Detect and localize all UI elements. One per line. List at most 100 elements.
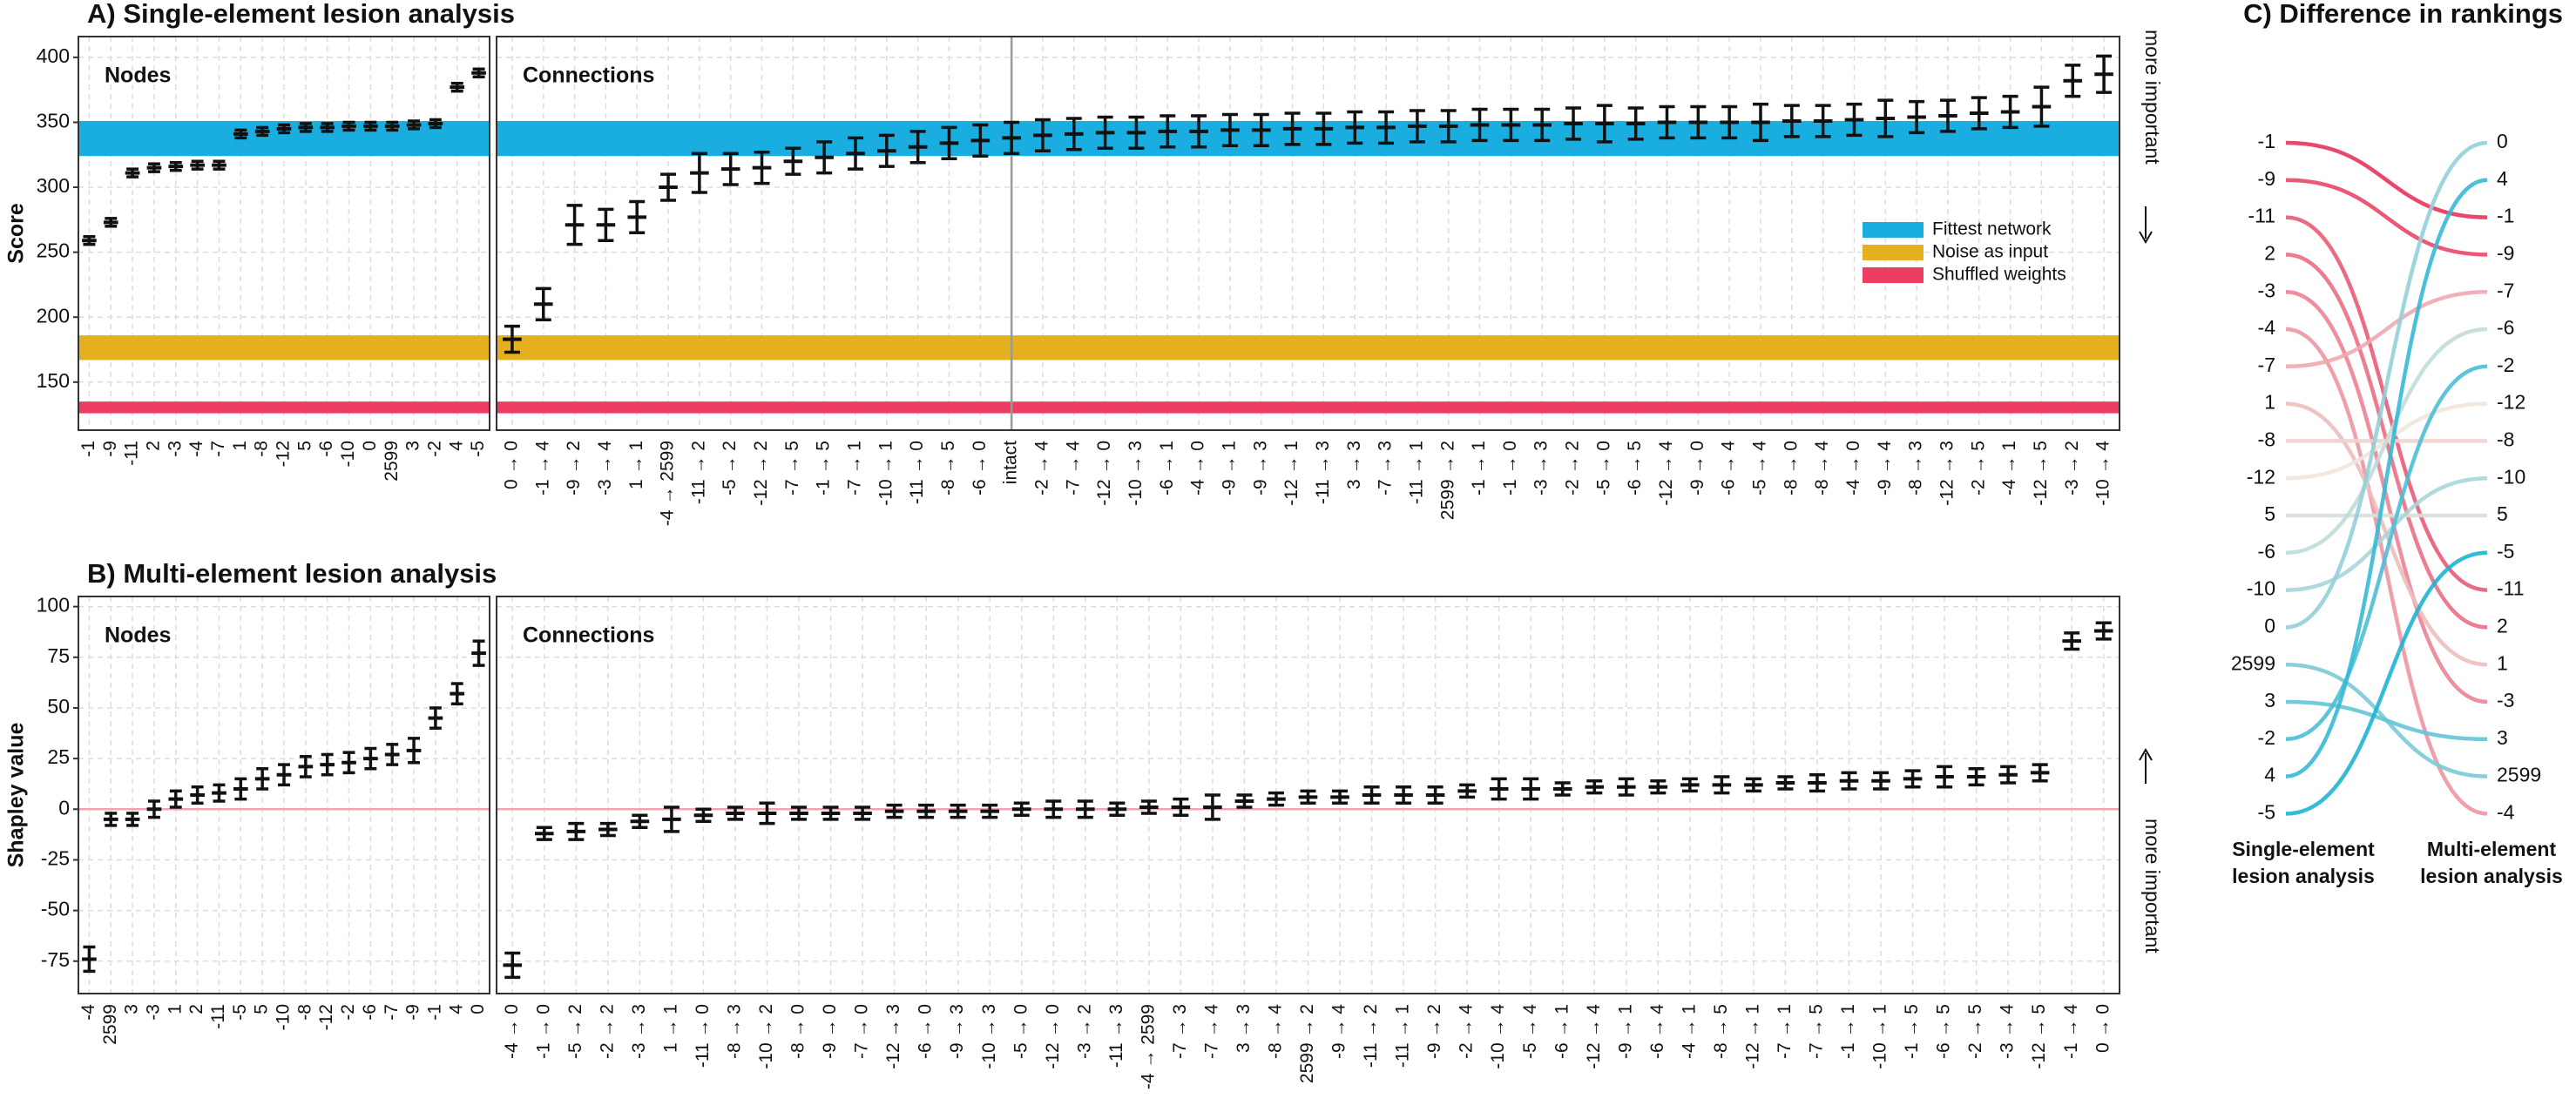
x-tick-label: -11 → 0 [907, 441, 927, 504]
x-tick-label: 2599 [382, 441, 402, 482]
right-caption: Multi-element [2427, 838, 2557, 860]
rank-link [2285, 327, 2488, 816]
right-rank-label: -1 [2497, 205, 2514, 227]
x-tick-label: -9 → 2 [1424, 1004, 1444, 1059]
x-tick-label: -11 → 3 [1313, 441, 1333, 504]
x-tick-label: -9 [403, 1004, 423, 1021]
band [497, 335, 2120, 361]
x-tick-label: -12 → 1 [1742, 1004, 1762, 1069]
x-tick-label: -1 → 5 [814, 441, 834, 495]
x-tick-label: -9 → 2 [564, 441, 584, 495]
legend-label: Shuffled weights [1932, 265, 2066, 285]
x-tick-label: 2 [186, 1004, 206, 1014]
rank-link [2285, 327, 2488, 556]
right-rank-label: 5 [2497, 502, 2508, 525]
panel-title: C) Difference in rankings [2243, 0, 2563, 29]
right-rank-label: -4 [2497, 800, 2515, 823]
y-tick-label: 200 [37, 304, 70, 327]
x-tick-label: -12 [316, 1004, 336, 1030]
rank-link [2285, 475, 2488, 592]
x-tick-label: 2599 → 2 [1437, 441, 1457, 520]
x-tick-label: -1 → 4 [532, 441, 552, 495]
x-tick-label: 4 [446, 1004, 466, 1014]
left-rank-label: -2 [2258, 726, 2275, 749]
x-tick-label: -8 → 0 [788, 1004, 808, 1059]
x-tick-label: -5 → 2 [565, 1004, 585, 1059]
x-tick-label: -3 → 4 [1998, 1004, 2018, 1059]
right-rank-label: -11 [2497, 577, 2525, 600]
left-rank-label: 5 [2264, 502, 2275, 525]
x-tick-label: -9 → 4 [1329, 1004, 1349, 1059]
x-tick-label: -2 → 2 [1563, 441, 1583, 495]
y-tick-label: -25 [41, 847, 70, 870]
x-tick-label: -5 → 2 [720, 441, 740, 495]
band [497, 401, 2120, 414]
y-tick-label: 100 [37, 594, 70, 617]
right-rank-label: -2 [2497, 354, 2514, 376]
left-rank-label: -11 [2248, 205, 2275, 227]
x-tick-label: -1 → 5 [1902, 1004, 1922, 1059]
right-rank-label: 2 [2497, 614, 2508, 637]
x-tick-label: -3 → 2 [1074, 1004, 1094, 1059]
rank-link [2285, 364, 2488, 742]
x-tick-label: -10 → 2 [756, 1004, 776, 1069]
x-tick-label: -7 → 5 [1807, 1004, 1827, 1059]
right-rank-label: 0 [2497, 130, 2508, 152]
x-tick-label: -2 → 5 [1965, 1004, 1985, 1059]
x-tick-label: 1 → 1 [660, 1004, 680, 1053]
x-tick-label: -12 → 5 [2031, 441, 2051, 506]
x-tick-label: -8 → 0 [1781, 441, 1801, 495]
band [78, 401, 490, 414]
x-tick-label: -5 → 0 [1593, 441, 1613, 495]
x-tick-label: 3 [122, 1004, 142, 1014]
x-tick-label: -10 [274, 1004, 294, 1030]
x-tick-label: -7 [382, 1004, 402, 1021]
x-tick-label: -12 → 1 [1281, 441, 1302, 506]
x-tick-label: -4 → 0 [1843, 441, 1863, 495]
x-tick-label: -2 → 5 [1968, 441, 1988, 495]
x-tick-label: -8 → 3 [1906, 441, 1926, 495]
y-tick-label: 25 [47, 745, 70, 768]
y-tick-label: 50 [47, 695, 70, 718]
panel-subtitle: Connections [523, 623, 654, 648]
x-tick-label: -12 → 4 [1656, 441, 1676, 506]
left-rank-label: -10 [2247, 577, 2275, 600]
left-caption: Single-element [2232, 838, 2375, 860]
left-rank-label: -6 [2258, 540, 2275, 563]
left-rank-label: -12 [2247, 465, 2275, 488]
plot-frame [78, 36, 490, 431]
legend-label: Noise as input [1932, 242, 2048, 262]
rank-link [2285, 140, 2488, 630]
x-tick-label: -5 [230, 1004, 250, 1021]
left-rank-label: -1 [2258, 130, 2275, 152]
left-rank-label: 4 [2264, 764, 2275, 786]
x-tick-label: -4 → 2599 [658, 441, 678, 526]
x-tick-label: -2 [424, 441, 444, 457]
arrow-head [2139, 231, 2153, 244]
plot-frame [496, 36, 2120, 431]
x-tick-label: -12 → 0 [1094, 441, 1114, 506]
panel-title: B) Multi-element lesion analysis [87, 558, 497, 589]
x-tick-label: -3 → 3 [629, 1004, 649, 1059]
x-tick-label: -6 → 0 [916, 1004, 936, 1059]
x-tick-label: -3 [165, 441, 185, 457]
x-tick-label: -7 → 1 [845, 441, 865, 495]
right-rank-label: -9 [2497, 241, 2514, 264]
x-tick-label: -1 [78, 441, 98, 457]
x-tick-label: -7 → 1 [1775, 1004, 1795, 1059]
y-tick-label: -50 [41, 898, 70, 920]
x-tick-label: -12 → 0 [1043, 1004, 1063, 1069]
x-tick-label: 3 → 3 [1344, 441, 1364, 489]
x-tick-label: -12 → 3 [1937, 441, 1957, 506]
x-tick-label: -6 [360, 1004, 380, 1021]
legend-swatch [1863, 222, 1924, 238]
panel-subtitle: Nodes [105, 623, 171, 648]
x-tick-label: -8 [294, 1004, 314, 1021]
rank-link [2285, 178, 2488, 257]
x-tick-label: 1 → 1 [626, 441, 646, 489]
x-tick-label: -8 [252, 441, 272, 457]
right-rank-label: -7 [2497, 279, 2514, 301]
right-rank-label: -6 [2497, 316, 2514, 339]
panel-subtitle: Connections [523, 64, 654, 88]
